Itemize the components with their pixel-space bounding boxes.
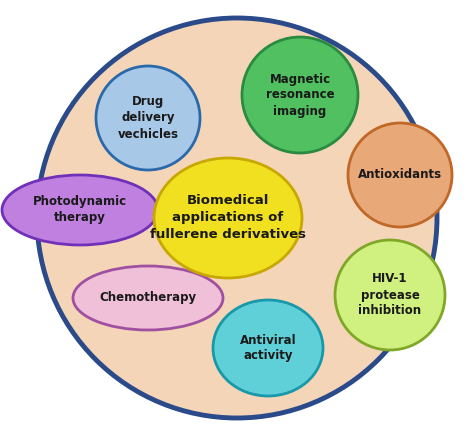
- Circle shape: [335, 240, 445, 350]
- Ellipse shape: [154, 158, 302, 278]
- Circle shape: [348, 123, 452, 227]
- Text: Chemotherapy: Chemotherapy: [100, 292, 197, 304]
- Ellipse shape: [213, 300, 323, 396]
- Circle shape: [242, 37, 358, 153]
- Text: HIV-1
protease
inhibition: HIV-1 protease inhibition: [358, 272, 421, 317]
- Text: Biomedical
applications of
fullerene derivatives: Biomedical applications of fullerene der…: [150, 194, 306, 242]
- Ellipse shape: [2, 175, 158, 245]
- Text: Antiviral
activity: Antiviral activity: [240, 334, 296, 362]
- Text: Magnetic
resonance
imaging: Magnetic resonance imaging: [266, 72, 334, 117]
- Text: Photodynamic
therapy: Photodynamic therapy: [33, 195, 127, 225]
- Ellipse shape: [73, 266, 223, 330]
- Text: Antioxidants: Antioxidants: [358, 168, 442, 181]
- Circle shape: [96, 66, 200, 170]
- Circle shape: [37, 18, 437, 418]
- Text: Drug
delivery
vechicles: Drug delivery vechicles: [118, 95, 179, 140]
